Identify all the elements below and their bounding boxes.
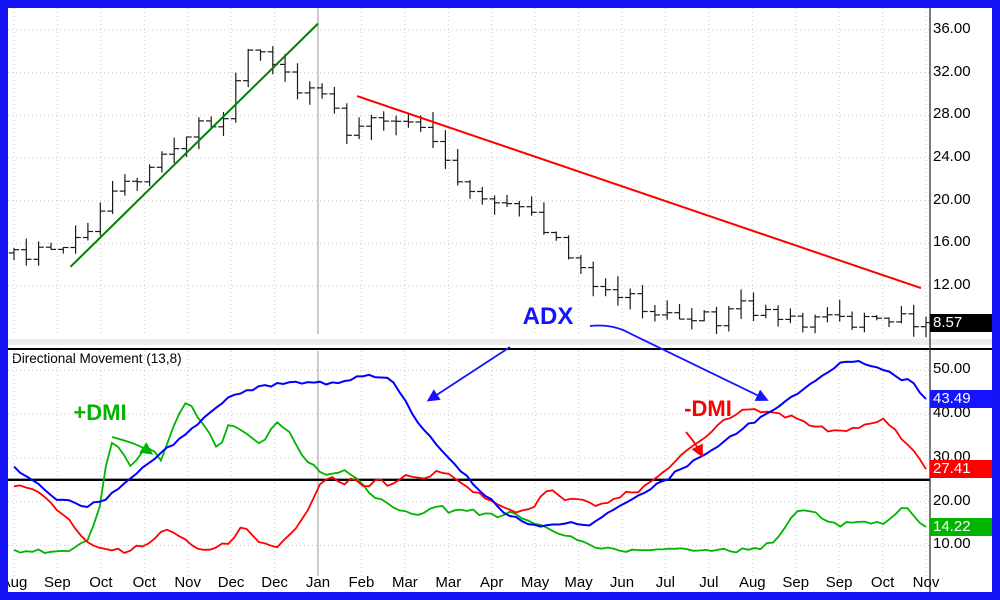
svg-text:Apr: Apr — [480, 574, 503, 591]
svg-text:Directional Movement (13,8): Directional Movement (13,8) — [12, 351, 182, 366]
svg-text:Jul: Jul — [656, 574, 675, 591]
svg-text:Jul: Jul — [699, 574, 718, 591]
svg-text:ADX: ADX — [523, 303, 574, 330]
svg-text:Jun: Jun — [610, 574, 634, 591]
svg-text:Sep: Sep — [44, 574, 71, 591]
svg-text:May: May — [564, 574, 593, 591]
svg-text:+DMI: +DMI — [73, 400, 126, 425]
svg-text:Sep: Sep — [826, 574, 853, 591]
svg-text:Sep: Sep — [782, 574, 809, 591]
svg-text:May: May — [521, 574, 550, 591]
svg-text:Dec: Dec — [261, 574, 288, 591]
svg-text:-DMI: -DMI — [684, 396, 732, 421]
svg-text:Aug: Aug — [8, 574, 27, 591]
svg-text:Aug: Aug — [739, 574, 766, 591]
svg-text:Nov: Nov — [174, 574, 201, 591]
svg-text:Mar: Mar — [392, 574, 418, 591]
svg-text:Mar: Mar — [435, 574, 461, 591]
svg-text:Oct: Oct — [871, 574, 895, 591]
svg-text:Oct: Oct — [89, 574, 113, 591]
svg-text:Oct: Oct — [133, 574, 157, 591]
svg-text:Feb: Feb — [348, 574, 374, 591]
svg-text:Dec: Dec — [218, 574, 245, 591]
svg-text:Jan: Jan — [306, 574, 330, 591]
